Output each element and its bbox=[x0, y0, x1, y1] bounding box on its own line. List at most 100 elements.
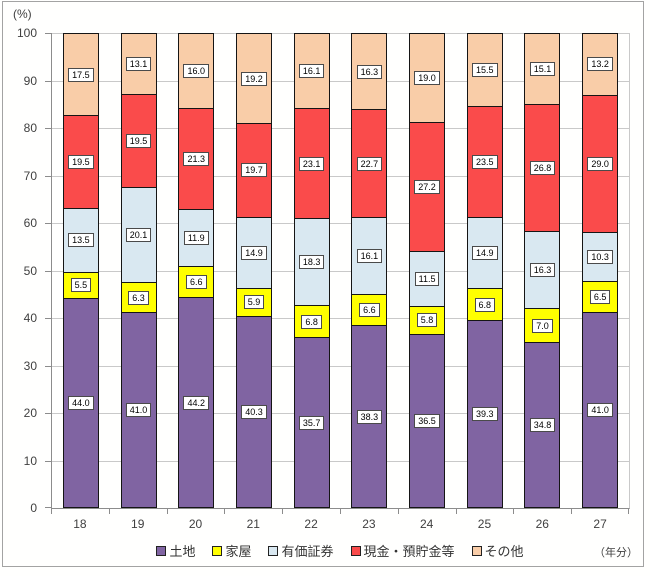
bar-column-19: 13.1 19.5 20.1 6.3 41.0 bbox=[110, 33, 168, 508]
gridline bbox=[52, 33, 629, 34]
data-label: 6.6 bbox=[185, 274, 207, 289]
bar-segment: 11.9 bbox=[178, 210, 215, 267]
x-axis-category-label: 20 bbox=[188, 517, 203, 531]
x-axis-category-label: 27 bbox=[593, 517, 607, 531]
legend-label: 現金・預貯金等 bbox=[363, 544, 455, 559]
legend-marker bbox=[156, 545, 167, 556]
y-axis-tick-label: 10 bbox=[23, 453, 37, 468]
legend-label: 有価証券 bbox=[281, 544, 334, 559]
bar-column-25: 15.5 23.5 14.9 6.8 39.3 bbox=[456, 33, 514, 508]
legend: 土地 家屋 有価証券 現金・預貯金等 その他 bbox=[51, 541, 629, 560]
data-label: 16.0 bbox=[183, 64, 210, 78]
x-axis-tick bbox=[51, 509, 52, 514]
gridline bbox=[52, 223, 629, 224]
bar-column-20: 16.0 21.3 11.9 6.6 44.2 bbox=[167, 33, 225, 508]
data-label: 6.8 bbox=[474, 297, 496, 312]
x-axis-ticks bbox=[51, 509, 629, 514]
y-axis-tick-label: 40 bbox=[23, 311, 37, 325]
data-label: 7.0 bbox=[532, 318, 553, 333]
data-label: 5.8 bbox=[416, 313, 438, 328]
data-label: 6.3 bbox=[128, 290, 149, 305]
x-axis-category-label: 22 bbox=[304, 517, 318, 531]
bar-segment: 14.9 bbox=[235, 217, 272, 289]
x-axis-tick bbox=[224, 509, 226, 514]
bar-segment: 36.5 bbox=[409, 334, 446, 508]
data-label: 19.5 bbox=[68, 154, 94, 169]
y-axis-tick-label: 80 bbox=[23, 121, 37, 135]
bar-segment: 18.3 bbox=[293, 219, 330, 307]
legend-label: 土地 bbox=[169, 544, 196, 559]
bar-segment: 27.2 bbox=[409, 123, 446, 253]
stacked-bar-24: 19.0 27.2 11.5 5.8 36.5 bbox=[409, 33, 446, 508]
data-label: 17.5 bbox=[68, 67, 94, 82]
gridline bbox=[52, 460, 629, 462]
data-label: 6.5 bbox=[589, 290, 611, 305]
data-label: 5.9 bbox=[243, 295, 265, 310]
gridline bbox=[52, 128, 629, 129]
data-label: 29.0 bbox=[587, 157, 613, 172]
legend-item: 現金・預貯金等 bbox=[350, 541, 455, 560]
bar-segment: 16.1 bbox=[351, 218, 388, 295]
bar-segment: 21.3 bbox=[178, 109, 215, 211]
x-axis-category-label: 26 bbox=[535, 517, 549, 531]
gridline bbox=[52, 270, 629, 272]
legend-marker bbox=[268, 545, 279, 556]
bar-segment: 41.0 bbox=[120, 313, 157, 508]
bar-segment: 10.3 bbox=[582, 233, 619, 283]
stacked-bar-25: 15.5 23.5 14.9 6.8 39.3 bbox=[466, 33, 503, 508]
y-axis-tick bbox=[45, 413, 51, 414]
data-label: 6.6 bbox=[359, 302, 380, 317]
gridline bbox=[52, 413, 629, 414]
x-axis-tick bbox=[340, 509, 341, 514]
data-label: 15.1 bbox=[529, 61, 556, 76]
bar-segment: 15.1 bbox=[524, 33, 561, 105]
gridline bbox=[52, 175, 629, 177]
y-axis-tick-label: 30 bbox=[23, 358, 37, 373]
bar-segment: 39.3 bbox=[466, 321, 503, 508]
x-axis-tick bbox=[397, 509, 399, 514]
y-axis-tick bbox=[45, 460, 51, 462]
data-label: 36.5 bbox=[414, 413, 440, 428]
y-axis-unit-label: (%) bbox=[13, 7, 32, 21]
y-axis-tick-label: 100 bbox=[16, 26, 37, 40]
bar-segment: 16.3 bbox=[524, 232, 561, 310]
data-label: 6.8 bbox=[301, 314, 322, 329]
legend-marker bbox=[350, 545, 361, 556]
legend-label: その他 bbox=[484, 544, 524, 559]
stacked-bar-19: 13.1 19.5 20.1 6.3 41.0 bbox=[120, 33, 157, 508]
data-label: 23.1 bbox=[298, 156, 325, 171]
legend-marker bbox=[471, 545, 482, 556]
data-label: 39.3 bbox=[472, 407, 498, 422]
stacked-bar-23: 16.3 22.7 16.1 6.6 38.3 bbox=[351, 33, 388, 508]
data-label: 15.5 bbox=[472, 62, 498, 77]
data-label: 16.3 bbox=[356, 64, 383, 79]
data-label: 11.9 bbox=[183, 230, 209, 245]
bar-segment: 20.1 bbox=[120, 187, 157, 284]
bar-segment: 35.7 bbox=[293, 338, 330, 508]
bar-segment: 19.5 bbox=[120, 95, 157, 188]
bar-column-18: 17.5 19.5 13.5 5.5 44.0 bbox=[52, 33, 110, 508]
bar-segment: 6.6 bbox=[178, 266, 215, 299]
y-axis-tick-label: 70 bbox=[23, 168, 37, 183]
stacked-bar-26: 15.1 26.8 16.3 7.0 34.8 bbox=[524, 33, 561, 508]
x-axis-category-label: 21 bbox=[246, 517, 260, 531]
gridline bbox=[52, 80, 629, 82]
x-axis-labels: 18 19 20 21 22 23 24 25 26 27 bbox=[51, 517, 629, 531]
plot-area: 17.5 19.5 13.5 5.5 44.0 13.1 19.5 20.1 6.3 41.0 16… bbox=[51, 33, 630, 509]
bar-segment: 5.9 bbox=[235, 288, 272, 317]
data-label: 20.1 bbox=[125, 228, 152, 243]
x-axis-category-label: 25 bbox=[477, 517, 492, 531]
data-label: 16.1 bbox=[298, 64, 325, 79]
bar-segment: 22.7 bbox=[351, 110, 388, 219]
data-label: 16.1 bbox=[356, 248, 383, 263]
legend-item: 有価証券 bbox=[268, 541, 334, 560]
data-label: 27.2 bbox=[414, 180, 440, 195]
y-axis-tick bbox=[45, 175, 51, 177]
y-axis-tick bbox=[45, 270, 51, 272]
data-label: 44.2 bbox=[183, 395, 210, 410]
y-axis-tick bbox=[45, 33, 51, 34]
x-axis-tick bbox=[628, 509, 629, 514]
bar-segment: 6.3 bbox=[120, 283, 157, 314]
data-label: 10.3 bbox=[587, 250, 613, 265]
